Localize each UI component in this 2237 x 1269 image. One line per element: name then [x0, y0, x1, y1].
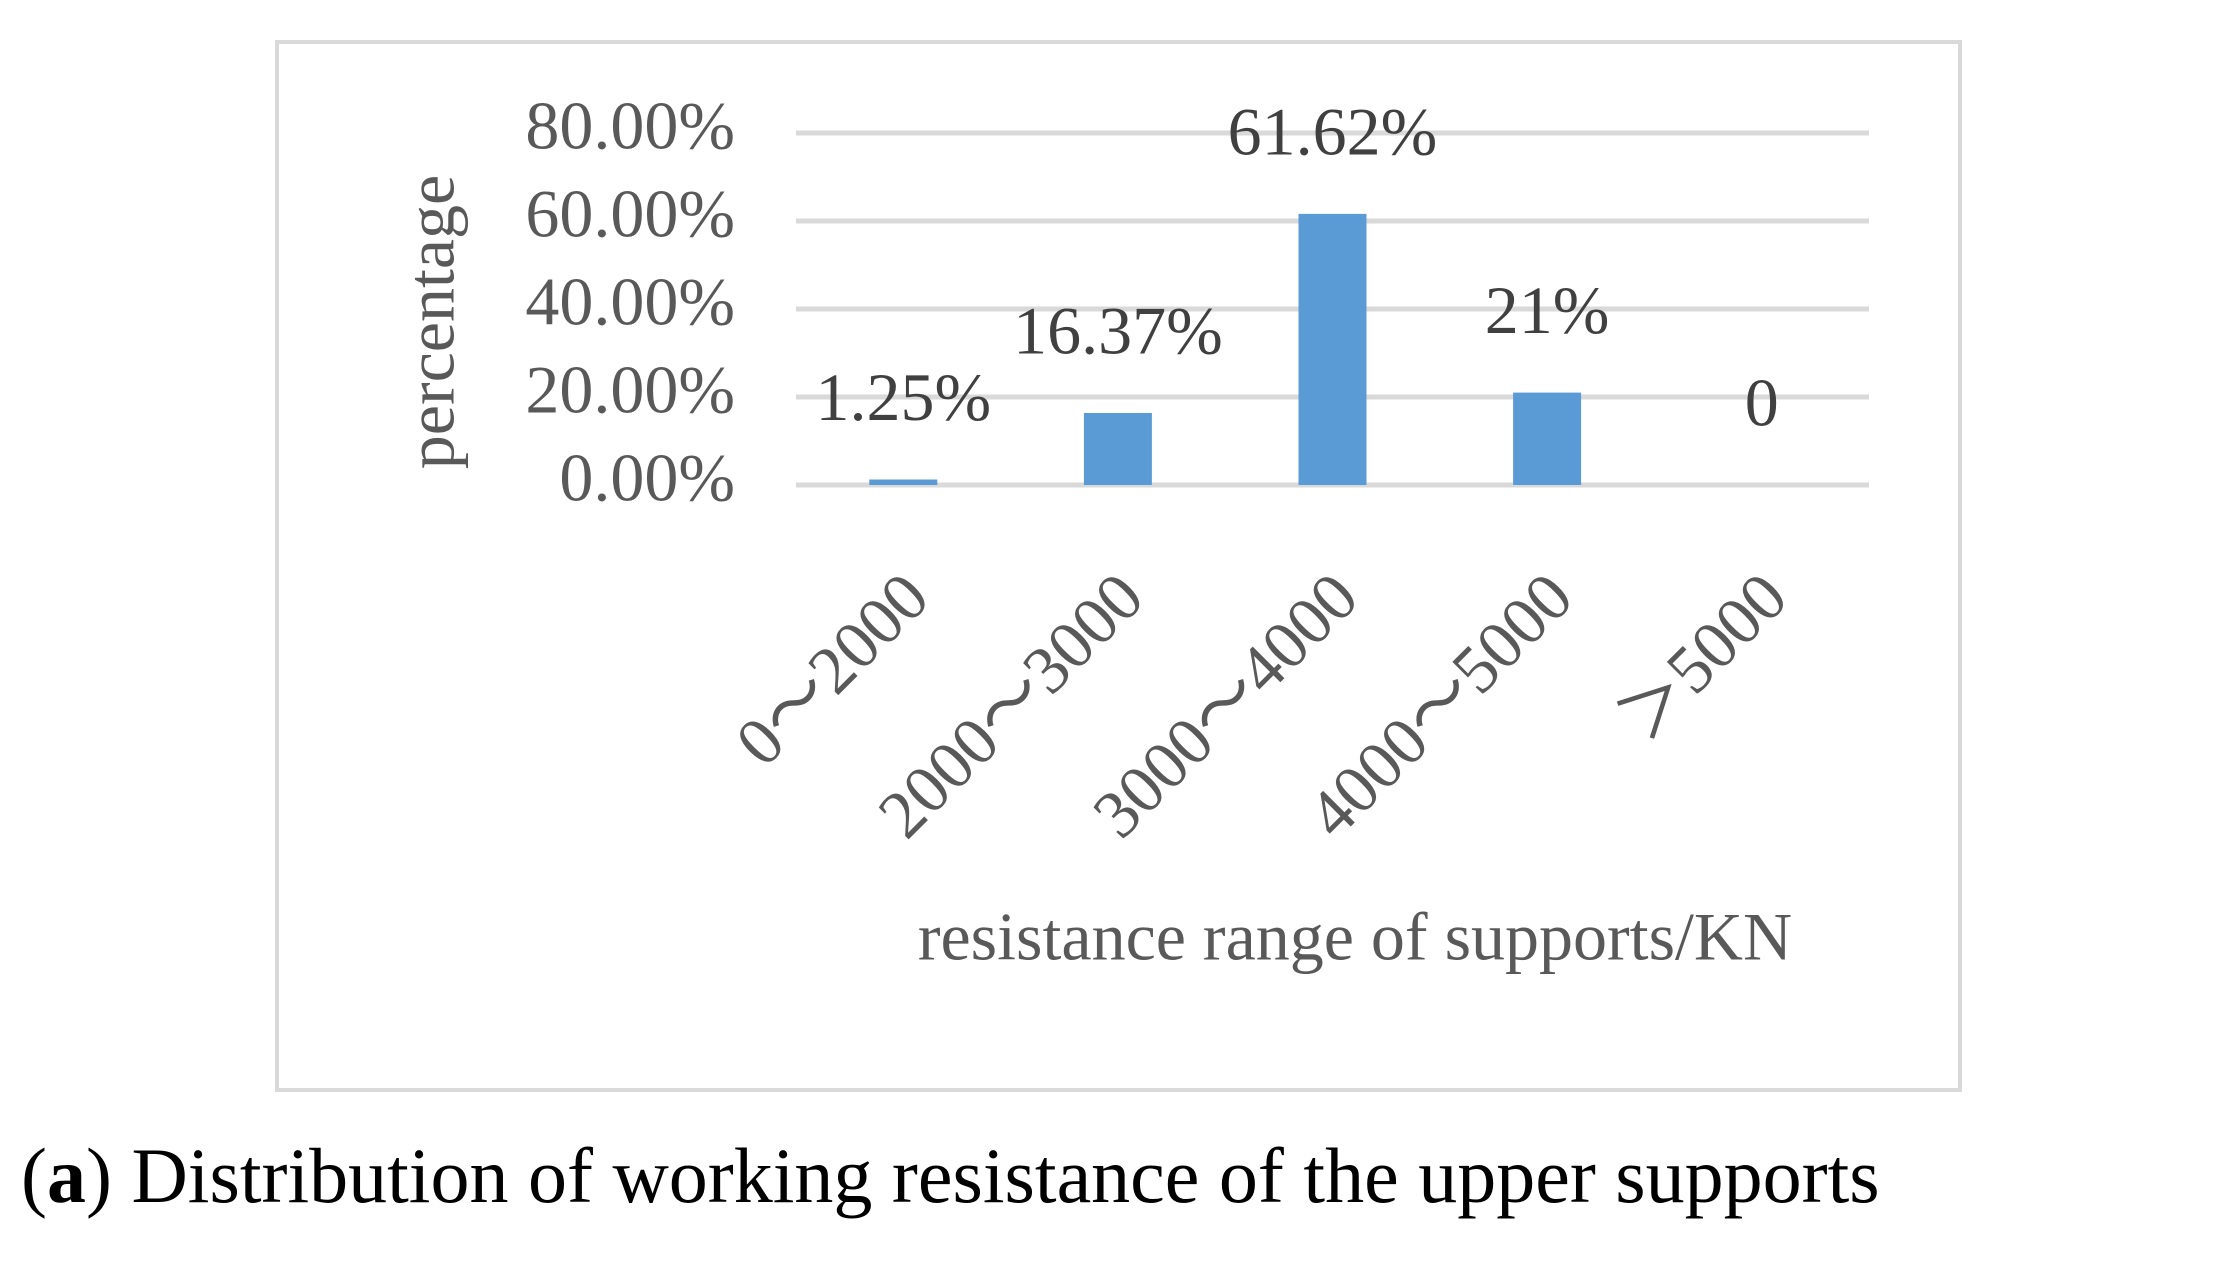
bar — [1298, 213, 1367, 485]
bar — [869, 479, 938, 485]
data-label: 16.37% — [1013, 293, 1223, 369]
y-tick-label: 40.00% — [525, 264, 735, 340]
bar — [1513, 392, 1582, 485]
y-tick-label: 0.00% — [559, 440, 735, 516]
caption-text: ) Distribution of working resistance of … — [86, 1132, 1880, 1219]
data-label: 21% — [1485, 272, 1610, 348]
y-tick-label: 80.00% — [525, 88, 735, 164]
caption-part: ( — [21, 1132, 47, 1219]
data-label: 1.25% — [815, 359, 991, 435]
y-axis-title: percentage — [393, 175, 469, 469]
caption-label: a — [47, 1132, 86, 1219]
y-tick-label: 60.00% — [525, 176, 735, 252]
data-label: 61.62% — [1228, 93, 1438, 169]
bar — [1083, 412, 1152, 485]
caption: (a) Distribution of working resistance o… — [21, 1132, 1880, 1219]
y-tick-label: 20.00% — [525, 352, 735, 428]
x-axis-title: resistance range of supports/KN — [918, 899, 1792, 975]
chart-frame — [275, 40, 1962, 1092]
data-label: 0 — [1745, 365, 1779, 441]
